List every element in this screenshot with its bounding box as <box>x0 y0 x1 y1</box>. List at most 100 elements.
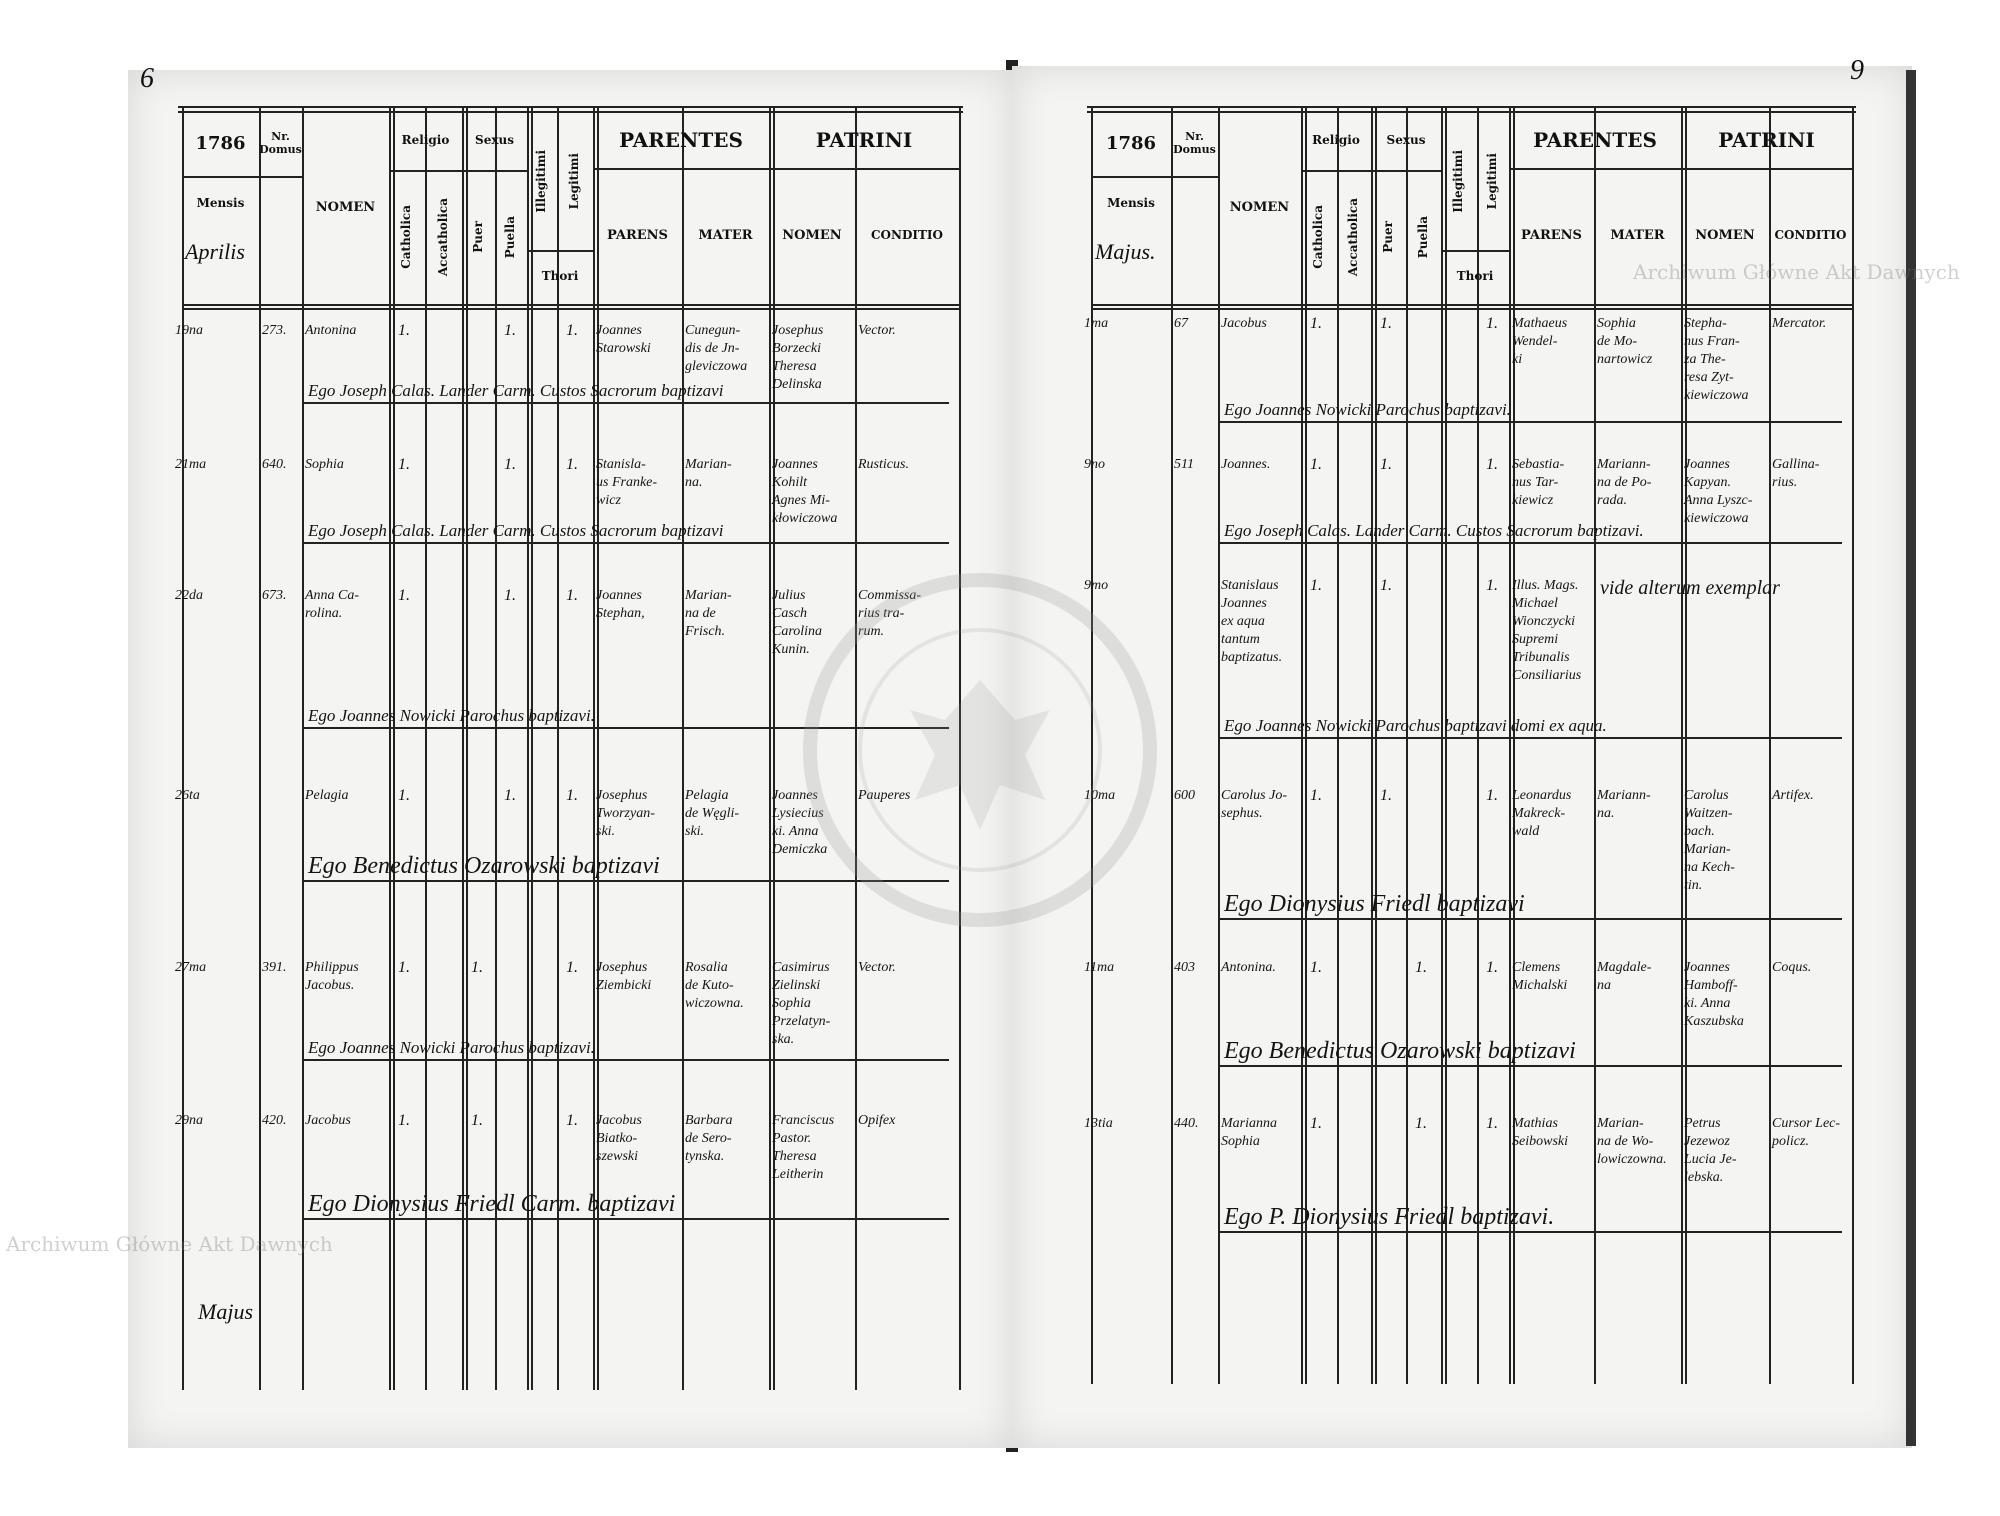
header-subline <box>593 168 959 170</box>
entry-father: Josephus Ziembicki <box>596 960 652 993</box>
baptism-signature: Ego Joannes Nowicki Parochus baptizavi d… <box>1224 716 1607 735</box>
column-divider <box>495 106 497 1390</box>
column-divider <box>682 106 684 1390</box>
entry-godparent-condition: Vector. <box>858 323 896 338</box>
header-parens-text: PARENS <box>607 227 668 243</box>
entry-puer-mark: 1. <box>471 959 483 976</box>
column-divider <box>1171 106 1173 1384</box>
entry-mother: Rosalia de Kuto- wiczowna. <box>685 960 744 1011</box>
header-conditio-text: CONDITIO <box>871 228 943 243</box>
entry-godparents: Joannes Hamboff- ki. Anna Kaszubska <box>1684 960 1744 1029</box>
column-divider <box>259 106 261 1390</box>
header-conditio-text: CONDITIO <box>1774 228 1847 243</box>
entry-child-name: Antonina <box>305 323 357 338</box>
header-thori: Thori <box>1443 252 1507 302</box>
column-divider <box>1477 106 1479 1384</box>
entry-date: 10ma <box>1084 788 1116 803</box>
month-name: Aprilis <box>185 239 245 264</box>
entry-mother: Magdale- na <box>1597 960 1652 993</box>
header-catholica: Catholica <box>391 172 423 302</box>
entry-house-number: 673. <box>262 588 287 603</box>
column-divider <box>527 106 529 1390</box>
header-legitimi: Legitimi <box>1479 114 1507 248</box>
entry-house-number: 440. <box>1174 1116 1199 1131</box>
entry-catholica-mark: 1. <box>398 587 410 604</box>
header-legitimi-text: Legitimi <box>567 152 582 210</box>
header-sexus: Sexus <box>1373 114 1439 168</box>
entry-legitimi-mark: 1. <box>566 959 578 976</box>
entry-separator-line <box>302 402 949 404</box>
column-divider-double <box>773 106 775 1390</box>
header-subline <box>389 170 527 172</box>
entry-separator-line <box>302 880 949 882</box>
header-subline <box>527 250 593 252</box>
entry-godparent-condition: Rusticus. <box>858 457 909 472</box>
header-illegitimi-text: Illegitimi <box>1451 149 1466 213</box>
entry-godparents: Carolus Waitzen- bach. Marian- na Kech- … <box>1684 788 1735 893</box>
column-divider-double <box>1445 106 1447 1384</box>
entry-catholica-mark: 1. <box>398 959 410 976</box>
entry-father: Illus. Mags. Michael Wionczycki Supremi … <box>1512 578 1582 683</box>
baptism-signature: Ego Benedictus Ozarowski baptizavi <box>308 853 660 879</box>
header-patrini-nomen-text: NOMEN <box>782 227 842 243</box>
column-divider-double <box>1513 106 1515 1384</box>
column-divider <box>182 106 184 1390</box>
header-nr-domus: Nr. Domus <box>259 114 302 174</box>
header-subline <box>1301 170 1441 172</box>
entry-date: 13tia <box>1084 1116 1113 1131</box>
header-conditio: CONDITIO <box>1771 170 1850 302</box>
header-nomen-text: NOMEN <box>315 199 376 215</box>
entry-puella-mark: 1. <box>504 456 516 473</box>
entry-legitimi-mark: 1. <box>1486 1115 1498 1132</box>
column-divider-double <box>597 106 599 1390</box>
entry-legitimi-mark: 1. <box>1486 456 1498 473</box>
entry-separator-line <box>302 1059 949 1061</box>
header-puer-text: Puer <box>1380 221 1395 253</box>
entry-godparent-condition: Artifex. <box>1772 788 1814 803</box>
header-mensis-text: Mensis <box>196 196 245 211</box>
header-mater: MATER <box>1596 170 1679 302</box>
entry-remark: vide alterum exemplar <box>1600 577 1780 599</box>
header-parentes-text: PARENTES <box>1533 127 1657 152</box>
entry-father: Stanisla- us Franke- wicz <box>596 457 658 508</box>
entry-catholica-mark: 1. <box>1310 456 1322 473</box>
header-religio: Religio <box>1303 114 1369 168</box>
header-parentes: PARENTES <box>595 114 767 166</box>
header-patrini-text: PATRINI <box>815 127 913 152</box>
table-top-border <box>178 106 963 108</box>
header-legitimi: Legitimi <box>559 114 591 248</box>
entry-house-number: 640. <box>262 457 287 472</box>
entry-separator-line <box>1218 421 1842 423</box>
entry-legitimi-mark: 1. <box>566 1112 578 1129</box>
header-bottom-border <box>182 304 959 306</box>
entry-puella-mark: 1. <box>1415 959 1427 976</box>
column-divider <box>769 106 771 1390</box>
header-nomen-text: NOMEN <box>1229 199 1290 215</box>
entry-puella-mark: 1. <box>504 787 516 804</box>
header-nr-domus-text: Nr. Domus <box>259 130 302 156</box>
table-top-border-inner <box>1087 111 1856 113</box>
column-divider-double <box>1375 106 1377 1384</box>
column-divider <box>1769 106 1771 1384</box>
entry-puella-mark: 1. <box>504 587 516 604</box>
entry-legitimi-mark: 1. <box>566 587 578 604</box>
header-illegitimi: Illegitimi <box>1443 114 1475 248</box>
header-illegitimi-text: Illegitimi <box>534 149 549 213</box>
entry-legitimi-mark: 1. <box>566 322 578 339</box>
header-patrini-text: PATRINI <box>1718 127 1815 152</box>
entry-catholica-mark: 1. <box>398 787 410 804</box>
entry-father: Clemens Michalski <box>1512 960 1568 993</box>
entry-father: Mathias Seibowski <box>1512 1116 1568 1149</box>
entry-catholica-mark: 1. <box>1310 959 1322 976</box>
entry-legitimi-mark: 1. <box>1486 959 1498 976</box>
header-patrini: PATRINI <box>1683 114 1850 166</box>
header-patrini-nomen-text: NOMEN <box>1695 227 1755 243</box>
entry-mother: Mariann- na de Po- rada. <box>1597 457 1652 508</box>
entry-legitimi-mark: 1. <box>1486 787 1498 804</box>
entry-child-name: Marianna Sophia <box>1221 1116 1277 1149</box>
entry-godparents: Franciscus Pastor. Theresa Leitherin <box>772 1113 835 1182</box>
entry-mother: Sophia de Mo- nartowicz <box>1597 316 1653 367</box>
entry-godparents: Josephus Borzecki Theresa Delinska <box>772 323 824 392</box>
entry-child-name: Jacobus <box>1221 316 1267 331</box>
header-patrini-nomen: NOMEN <box>1683 170 1767 302</box>
